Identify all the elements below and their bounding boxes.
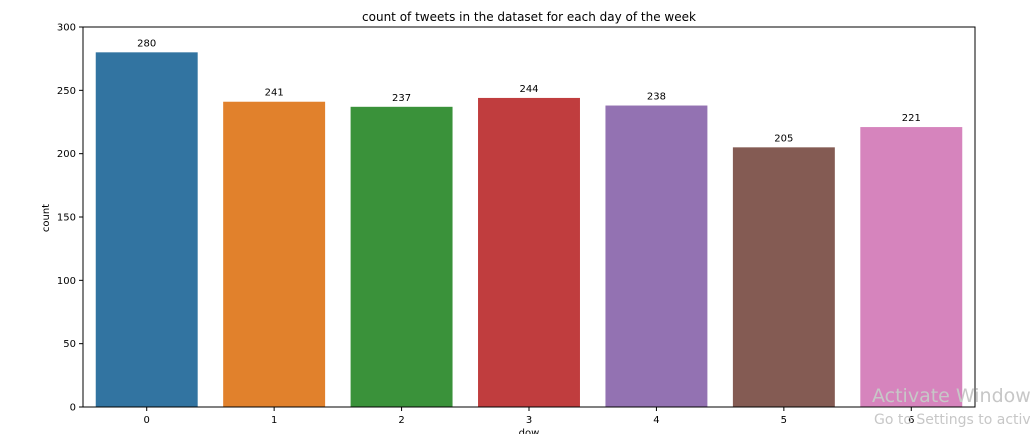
data-label-0: 280 [137,38,156,49]
x-axis: 0 1 2 3 4 5 6 [144,407,914,426]
bar-4 [605,105,708,408]
data-label-5: 205 [774,133,793,144]
x-tick-label: 2 [398,415,404,426]
x-tick-label: 3 [526,415,532,426]
y-tick-label: 100 [57,276,76,287]
data-label-4: 238 [647,92,666,103]
data-labels-group: 280 241 237 244 238 205 221 [137,38,921,144]
y-tick-label: 150 [57,213,76,224]
data-label-3: 244 [519,84,538,95]
data-label-6: 221 [902,113,921,124]
x-tick-label: 6 [908,415,914,426]
x-tick-label: 1 [271,415,277,426]
y-tick-label: 0 [70,403,76,414]
bar-0 [95,52,198,407]
y-axis-label: count [41,204,52,232]
data-label-2: 237 [392,93,411,104]
x-tick-label: 5 [781,415,787,426]
bar-1 [223,101,326,407]
bar-5 [732,147,835,408]
activate-windows-watermark: Activate Windows [872,385,1030,407]
y-axis: 0 50 100 150 200 250 300 [57,23,83,414]
y-tick-label: 300 [57,23,76,34]
bar-2 [350,106,453,408]
bar-3 [478,97,580,407]
x-axis-label: dow [519,428,540,434]
activate-windows-watermark-subtext: Go to Settings to activa [874,412,1030,428]
x-tick-label: 4 [653,415,659,426]
y-tick-label: 200 [57,149,76,160]
bars-group [95,52,963,408]
y-tick-label: 250 [57,86,76,97]
y-tick-label: 50 [63,339,76,350]
data-label-1: 241 [265,88,284,99]
x-tick-label: 0 [144,415,150,426]
chart-title: count of tweets in the dataset for each … [362,10,696,24]
bar-6 [860,127,963,408]
